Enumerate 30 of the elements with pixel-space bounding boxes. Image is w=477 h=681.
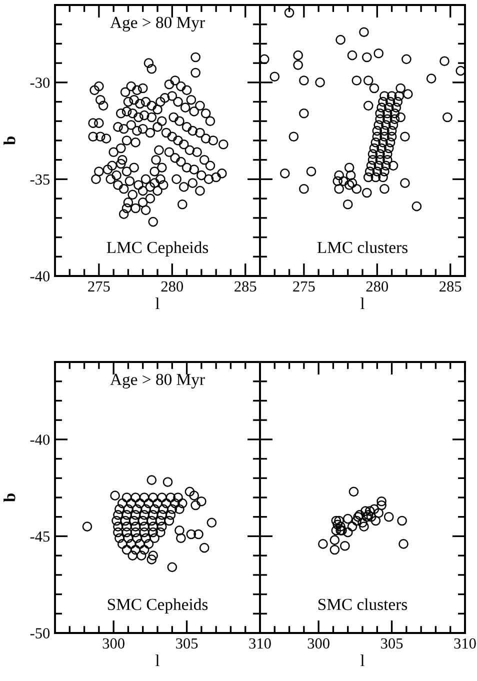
x-tick-label: 305 <box>381 638 403 649</box>
x-axis-title: l <box>156 297 160 310</box>
y-tick-label: -40 <box>30 271 50 282</box>
x-tick-label: 275 <box>88 281 110 292</box>
annotation: LMC Cepheids <box>106 241 208 256</box>
annotation: Age > 80 Myr <box>110 16 205 32</box>
x-tick-label: 300 <box>102 638 124 649</box>
x-axis-title: l <box>360 297 364 310</box>
y-tick-label: -30 <box>30 78 50 88</box>
x-tick-label: 275 <box>293 281 315 292</box>
x-axis-title: l <box>360 654 364 666</box>
x-tick-label: 300 <box>308 638 330 649</box>
y-tick-label: -35 <box>30 174 50 185</box>
y-tick-label: -40 <box>30 434 50 445</box>
annotation: Age > 80 Myr <box>110 374 205 389</box>
annotation: SMC clusters <box>318 598 408 610</box>
y-axis-title: b <box>4 494 16 502</box>
x-tick-label: 305 <box>176 638 198 649</box>
y-tick-label: -50 <box>30 628 50 638</box>
x-tick-label: 280 <box>161 281 184 292</box>
x-tick-label: 310 <box>454 638 476 649</box>
y-tick-label: -45 <box>30 531 50 542</box>
x-tick-label: 285 <box>234 281 256 292</box>
x-tick-label: 280 <box>366 281 388 292</box>
annotation: LMC clusters <box>317 241 408 254</box>
x-tick-label: 285 <box>440 281 462 292</box>
y-axis-title: b <box>4 136 16 145</box>
annotation: SMC Cepheids <box>108 598 208 614</box>
x-axis-title: l <box>156 654 160 666</box>
x-tick-label: 310 <box>249 638 271 649</box>
